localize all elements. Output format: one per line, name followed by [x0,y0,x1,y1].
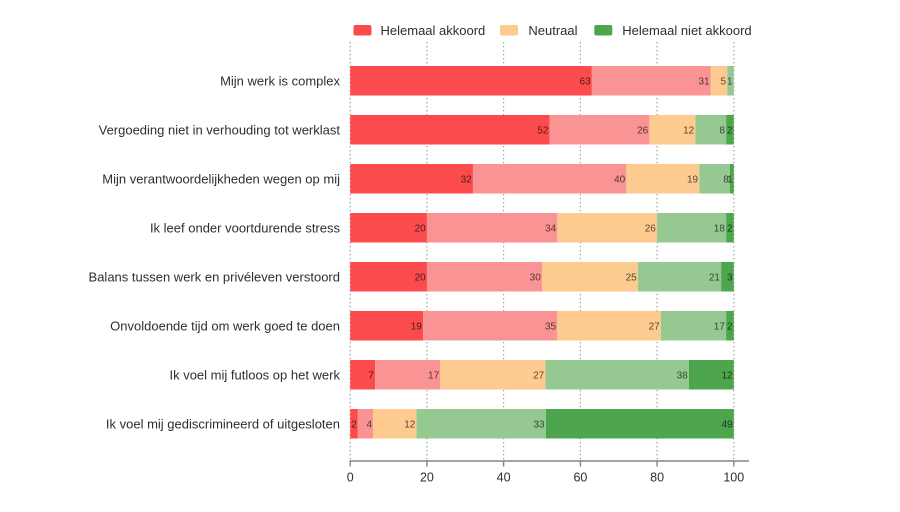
svg-text:Neutraal: Neutraal [528,23,577,38]
svg-text:Helemaal akkoord: Helemaal akkoord [381,23,486,38]
svg-text:8: 8 [719,125,725,136]
svg-text:26: 26 [645,223,657,234]
svg-text:27: 27 [649,321,661,332]
svg-text:52: 52 [537,125,549,136]
svg-text:17: 17 [428,370,440,381]
svg-text:27: 27 [533,370,545,381]
svg-text:1: 1 [727,174,733,185]
svg-text:Vergoeding niet in verhouding: Vergoeding niet in verhouding tot werkla… [99,122,341,137]
svg-text:19: 19 [687,174,699,185]
svg-text:Helemaal niet akkoord: Helemaal niet akkoord [622,23,751,38]
svg-text:2: 2 [727,125,733,136]
svg-text:20: 20 [420,471,434,485]
svg-text:18: 18 [714,223,726,234]
svg-text:8: 8 [723,174,729,185]
svg-text:38: 38 [677,370,689,381]
svg-text:Ik leef onder voortdurende str: Ik leef onder voortdurende stress [150,220,341,235]
svg-text:5: 5 [721,76,727,87]
svg-text:31: 31 [698,76,710,87]
svg-text:12: 12 [404,419,416,430]
svg-text:0: 0 [347,471,354,485]
svg-text:25: 25 [626,272,638,283]
svg-text:30: 30 [530,272,542,283]
svg-text:3: 3 [727,272,733,283]
svg-text:21: 21 [709,272,721,283]
svg-text:12: 12 [721,370,733,381]
svg-text:33: 33 [534,419,546,430]
svg-text:80: 80 [650,471,664,485]
svg-text:60: 60 [573,471,587,485]
svg-text:Onvoldoende tijd om werk goed: Onvoldoende tijd om werk goed te doen [110,318,340,333]
svg-text:34: 34 [545,223,557,234]
svg-text:63: 63 [580,76,592,87]
svg-text:20: 20 [415,272,427,283]
svg-text:12: 12 [683,125,695,136]
svg-text:40: 40 [497,471,511,485]
svg-text:1: 1 [727,76,733,87]
svg-text:26: 26 [637,125,649,136]
svg-text:2: 2 [727,321,733,332]
svg-text:4: 4 [366,419,372,430]
svg-text:2: 2 [351,419,357,430]
svg-text:100: 100 [723,471,744,485]
svg-text:40: 40 [614,174,626,185]
svg-text:Ik voel mij gediscrimineerd of: Ik voel mij gediscrimineerd of uitgeslot… [106,416,340,431]
svg-text:49: 49 [721,419,733,430]
svg-text:Ik voel mij futloos op het wer: Ik voel mij futloos op het werk [169,367,340,382]
svg-text:20: 20 [415,223,427,234]
svg-text:17: 17 [714,321,726,332]
svg-text:35: 35 [545,321,557,332]
svg-text:Balans tussen werk en privélev: Balans tussen werk en privéleven verstoo… [89,269,340,284]
svg-text:32: 32 [461,174,473,185]
svg-text:Mijn verantwoordelijkheden weg: Mijn verantwoordelijkheden wegen op mij [102,171,340,186]
svg-text:7: 7 [368,370,374,381]
svg-text:2: 2 [727,223,733,234]
svg-text:19: 19 [411,321,423,332]
svg-text:Mijn werk is complex: Mijn werk is complex [220,73,340,88]
